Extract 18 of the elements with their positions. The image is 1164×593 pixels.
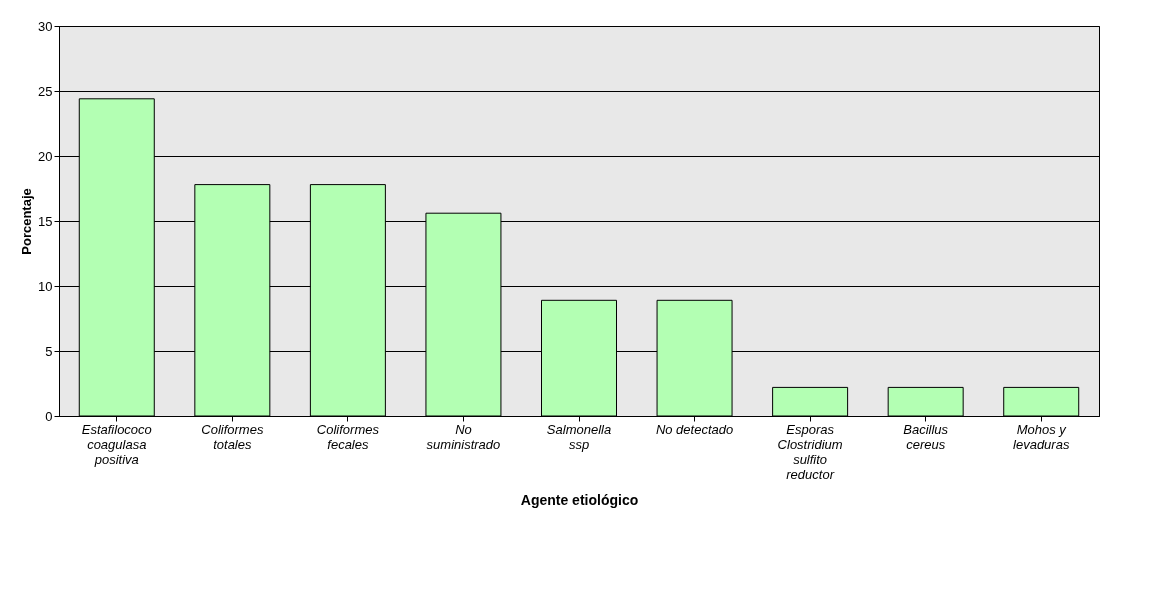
- y-axis-title: Porcentaje: [19, 188, 35, 255]
- y-tick-label: 30: [38, 18, 53, 34]
- x-tick-label: Esporas Clostridium sulfito reductor: [777, 421, 843, 482]
- y-tick-label: 20: [38, 148, 53, 164]
- x-tick-label: Estafilococo coagulasa positiva: [81, 421, 152, 467]
- x-tick-label: Coliformes totales: [201, 421, 264, 452]
- x-tick-label: Coliformes fecales: [316, 421, 380, 452]
- x-tick-label: Mohos y levaduras: [1013, 421, 1070, 452]
- y-tick-label: 10: [38, 278, 53, 294]
- y-tick-label: 5: [45, 343, 53, 359]
- x-tick-label: No detectado: [655, 421, 734, 437]
- x-tick-label: No suministrado: [426, 421, 501, 452]
- y-tick-label: 25: [38, 83, 53, 99]
- y-tick-label: 0: [45, 408, 53, 424]
- x-tick-label: Salmonella ssp: [546, 421, 612, 452]
- x-axis-title: Agente etiológico: [520, 491, 639, 508]
- y-tick-label: 15: [38, 213, 53, 229]
- x-tick-label: Bacillus cereus: [903, 421, 949, 452]
